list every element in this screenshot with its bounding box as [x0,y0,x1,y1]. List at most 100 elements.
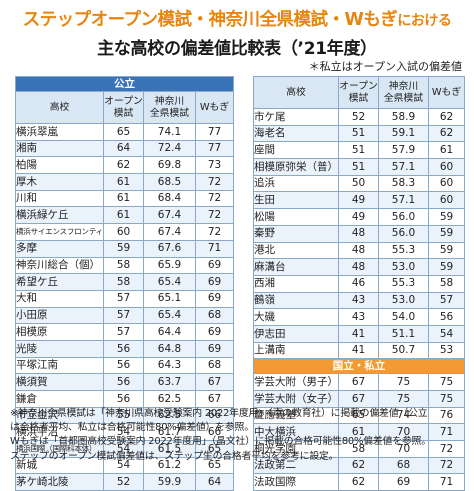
kanagawa-score-cell: 54.0 [378,308,429,326]
kanagawa-score-cell: 68.4 [143,189,196,208]
table-row: 大磯 43 54.0 56 [253,308,465,326]
wmogi-score-cell: 62 [428,108,465,126]
wmogi-score-cell: 68 [195,306,234,325]
open-score-cell: 56 [103,356,144,375]
school-name-cell: 学芸大附（女子） [253,390,339,408]
page-title-line2: 主な高校の偏差値比較表（’21年度） [97,39,377,59]
column-header-school: 高校 [15,91,104,124]
school-name-cell: 海老名 [253,124,339,143]
table-row: 相模原弥栄（普） 51 57.1 60 [253,158,465,176]
school-name-cell: 横浜サイエンスフロンティア [15,223,104,241]
kanagawa-score-cell: 65.9 [143,256,196,275]
table-row: 鶴嶺 43 53.0 57 [253,291,465,310]
open-score-cell: 56 [103,390,144,408]
open-score-cell: 60 [103,223,144,241]
table-row: 座間 51 57.9 61 [253,141,465,160]
school-name-cell: 西湘 [253,274,339,293]
kanagawa-score-cell: 75 [378,373,429,391]
wmogi-score-cell: 59 [428,258,465,276]
open-score-cell: 41 [338,324,379,343]
table-row: 新城 54 61.2 65 [15,456,234,475]
table-row: 鎌倉 56 62.5 67 [15,390,234,408]
table-row: 麻溝台 48 53.0 59 [253,258,465,276]
wmogi-score-cell: 69 [195,289,234,308]
page-title-line1: ステップオープン模試・神奈川全県模試・Wもぎにおける [0,6,474,31]
wmogi-score-cell: 59 [428,241,465,260]
wmogi-score-cell: 60 [428,191,465,210]
kanagawa-score-cell: 67.4 [143,223,196,241]
title-tail: における [397,13,452,29]
kanagawa-score-cell: 51.1 [378,324,429,343]
wmogi-score-cell: 69 [195,256,234,275]
school-name-cell: 平塚江南 [15,356,104,375]
table-row: 慶應義塾 65 74 76 [253,406,465,425]
wmogi-score-cell: 75 [428,373,465,391]
open-score-cell: 43 [338,291,379,310]
kanagawa-score-cell: 55.3 [378,274,429,293]
open-score-cell: 56 [103,373,144,391]
table-row: 学芸大附（男子） 67 75 75 [253,373,465,391]
kanagawa-score-cell: 53.0 [378,258,429,276]
wmogi-score-cell: 69 [195,339,234,358]
school-name-cell: 鶴嶺 [253,291,339,310]
open-score-cell: 48 [338,258,379,276]
table-row: 神奈川総合（個） 58 65.9 69 [15,256,234,275]
title-main: ステップオープン模試・神奈川全県模試・Wもぎ [22,10,398,30]
open-score-cell: 61 [103,189,144,208]
wmogi-score-cell: 72 [195,173,234,191]
wmogi-score-cell: 58 [428,274,465,293]
column-header-kanagawa-right: 神奈川 全県模試 [378,76,429,109]
school-name-cell: 法政国際 [253,473,339,491]
kanagawa-score-cell: 50.7 [378,341,429,360]
table-row: 海老名 51 59.1 62 [253,124,465,143]
left-table-body: 横浜翠嵐 65 74.1 77 湘南 64 72.4 77 柏陽 62 69.8 73 厚木 61 68.5… [15,123,234,491]
table-row: 厚木 61 68.5 72 [15,173,234,191]
kanagawa-score-cell: 56.0 [378,224,429,243]
table-row: 茅ケ崎北陵 52 59.9 64 [15,473,234,491]
open-score-cell: 56 [103,339,144,358]
table-row: 横浜平沼 54 61.7 66 [15,423,234,442]
table-row: 光陵 56 64.8 69 [15,339,234,358]
schools-table-right: 高校 オープン 模試 神奈川 全県模試 Wもぎ 市ケ尾 52 58.9 62 海老名 51 59… [253,76,465,491]
kanagawa-score-cell: 72.4 [143,139,196,158]
wmogi-score-cell: 67 [195,373,234,391]
kanagawa-score-cell: 74.1 [143,123,196,141]
table-row: 小田原 57 65.4 68 [15,306,234,325]
kanagawa-score-cell: 68.5 [143,173,196,191]
open-score-cell: 62 [338,473,379,491]
school-name-cell: 上溝南 [253,341,339,360]
open-score-cell: 48 [338,224,379,243]
wmogi-score-cell: 71 [428,423,465,442]
column-header-kanagawa: 神奈川 全県模試 [143,91,196,124]
kanagawa-score-cell: 59.1 [378,124,429,143]
wmogi-score-cell: 60 [428,174,465,193]
kanagawa-score-cell: 62.5 [143,390,196,408]
open-score-cell: 49 [338,191,379,210]
school-name-cell: 横浜翠嵐 [15,123,104,141]
wmogi-score-cell: 75 [428,390,465,408]
table-row: 港北 48 55.3 59 [253,241,465,260]
wmogi-score-cell: 61 [428,141,465,160]
school-name-cell: 川和 [15,189,104,208]
school-name-cell: 座間 [253,141,339,160]
school-name-cell: 麻溝台 [253,258,339,276]
school-name-cell: 秦野 [253,224,339,243]
kanagawa-score-cell: 61.5 [143,440,196,458]
wmogi-score-cell: 77 [195,123,234,141]
table-row: 法政国際 62 69 71 [253,473,465,491]
school-name-cell: 大和 [15,289,104,308]
column-header-wmogi: Wもぎ [195,91,234,124]
table-row: 横浜緑ケ丘 61 67.4 72 [15,206,234,225]
kanagawa-score-cell: 65.4 [143,306,196,325]
table-row: 横須賀 56 63.7 67 [15,373,234,391]
school-name-cell: 中大横浜 [253,423,339,442]
open-score-cell: 43 [338,308,379,326]
open-score-cell: 48 [338,241,379,260]
school-name-cell: 湘南 [15,139,104,158]
table-row: 湘南 64 72.4 77 [15,139,234,158]
column-header-open-right: オープン 模試 [338,76,379,109]
kanagawa-score-cell: 64.8 [143,339,196,358]
wmogi-score-cell: 59 [428,208,465,226]
table-row: 伊志田 41 51.1 54 [253,324,465,343]
open-score-cell: 58 [103,256,144,275]
